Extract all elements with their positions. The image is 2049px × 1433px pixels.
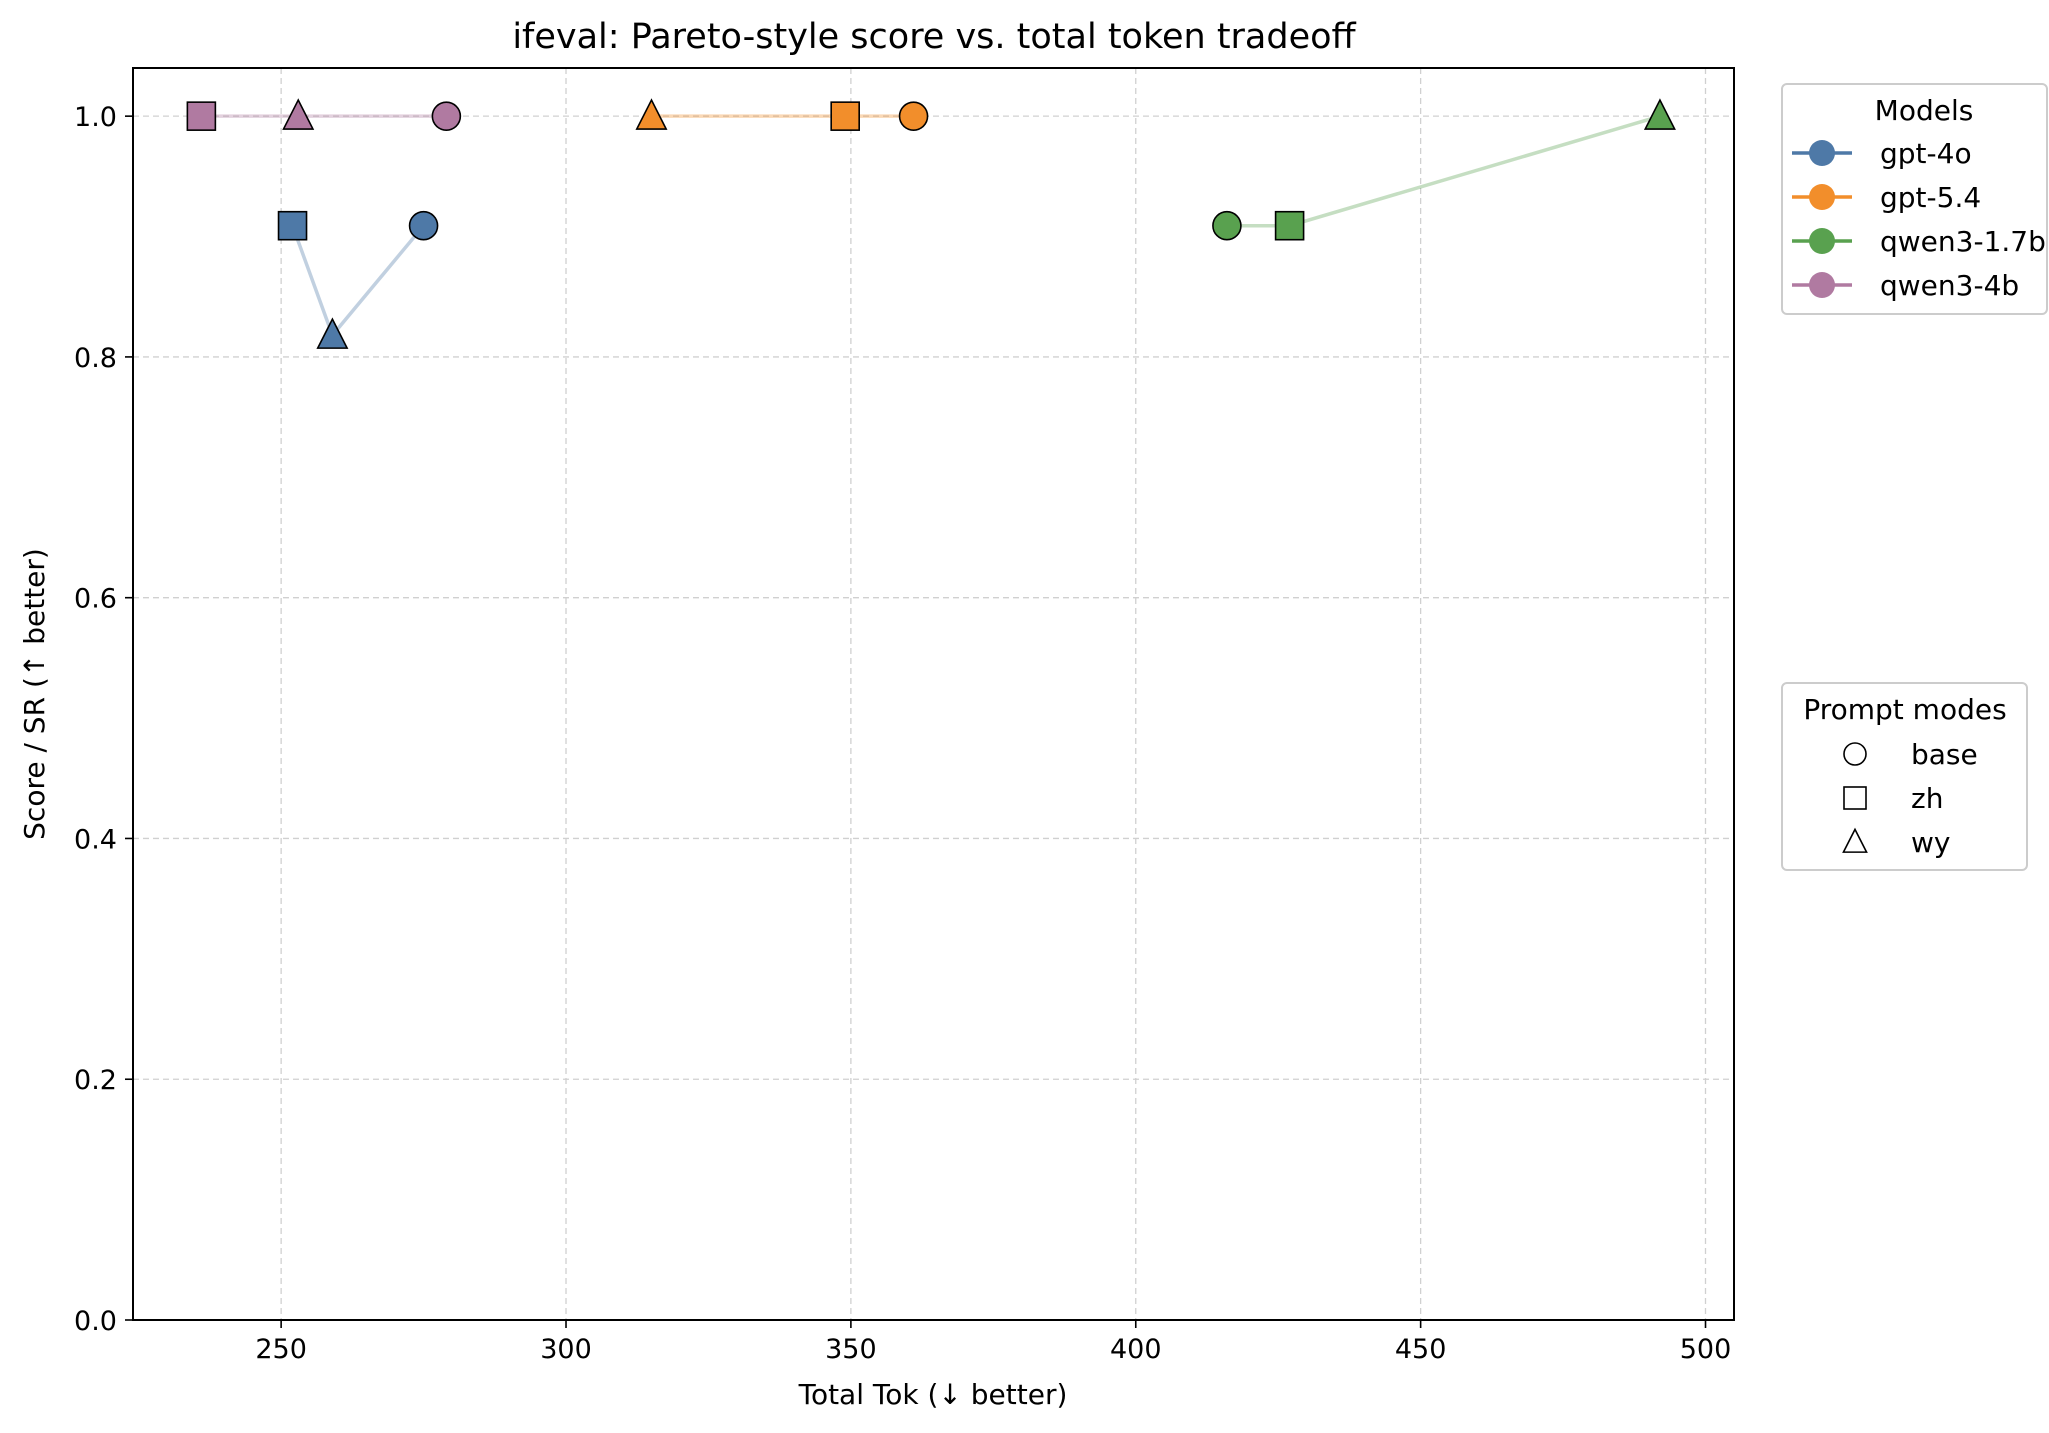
legend-label-wy: wy	[1911, 826, 1950, 859]
x-axis-label: Total Tok (↓ better)	[798, 1378, 1068, 1411]
point-qwen3-4b-base	[431, 101, 462, 131]
x-tick-label: 300	[540, 1334, 592, 1365]
point-qwen3-4b-zh	[186, 101, 217, 131]
chart-title: ifeval: Pareto-style score vs. total tok…	[512, 17, 1356, 57]
legend-models-title: Models	[1875, 94, 1974, 127]
x-tick-label: 500	[1680, 1334, 1732, 1365]
grid-lines	[133, 68, 1734, 1321]
y-tick-label: 0.4	[74, 824, 117, 855]
point-gpt-5.4-base	[898, 101, 929, 131]
legend-label-zh: zh	[1911, 782, 1943, 815]
point-gpt-4o-wy	[316, 317, 349, 349]
legend-label-qwen3-4b: qwen3-4b	[1880, 269, 2019, 302]
legend-label-gpt-4o: gpt-4o	[1880, 137, 1972, 170]
point-gpt-5.4-zh	[830, 101, 860, 131]
plot-frame	[132, 67, 1735, 1321]
point-gpt-5.4-wy	[635, 98, 668, 130]
y-tick-label: 0.2	[74, 1065, 117, 1096]
series-markers	[186, 98, 1676, 349]
legend-marker-wy	[1842, 827, 1868, 853]
point-qwen3-4b-wy	[282, 98, 315, 130]
x-tick-label: 350	[825, 1334, 877, 1365]
legend-label-base: base	[1911, 738, 1978, 771]
legend-marker-qwen3-4b	[1809, 272, 1835, 298]
legend-models: Models gpt-4o gpt-5.4 qwen3-1.7b qwen3-4b	[1781, 83, 2048, 315]
legend-marker-gpt-5.4	[1809, 184, 1835, 210]
legend-models-box	[1781, 83, 2048, 315]
legend-label-gpt-5.4: gpt-5.4	[1880, 181, 1981, 214]
point-qwen3-1.7b-wy	[1643, 98, 1676, 130]
y-axis-label: Score / SR (↑ better)	[18, 548, 51, 840]
point-qwen3-1.7b-zh	[1274, 210, 1305, 241]
legend-modes-box	[1781, 682, 2028, 871]
x-tick-label: 250	[255, 1334, 307, 1365]
y-tick-label: 0.8	[74, 343, 117, 374]
legend-modes: Prompt modes base zh wy	[1781, 682, 2028, 871]
x-axis: 250 300 350 400 450 500	[255, 1320, 1731, 1365]
point-gpt-4o-zh	[277, 210, 308, 241]
legend-marker-qwen3-1.7b	[1809, 228, 1835, 254]
legend-marker-gpt-4o	[1809, 140, 1835, 166]
y-tick-label: 0.6	[74, 584, 117, 615]
legend-models-entries: gpt-4o gpt-5.4 qwen3-1.7b qwen3-4b	[1792, 137, 2046, 302]
legend-marker-zh	[1843, 786, 1867, 810]
x-tick-label: 450	[1395, 1334, 1447, 1365]
y-axis: 0.0 0.2 0.4 0.6 0.8 1.0	[74, 102, 133, 1337]
legend-modes-entries: base zh wy	[1842, 738, 1978, 859]
legend-modes-title: Prompt modes	[1803, 693, 2006, 726]
x-tick-label: 400	[1110, 1334, 1162, 1365]
point-qwen3-1.7b-base	[1212, 210, 1242, 241]
series-line-qwen3-1.7b	[1226, 114, 1661, 228]
series-line-gpt-4o	[290, 224, 425, 339]
legend-marker-base	[1843, 742, 1867, 766]
point-gpt-4o-base	[408, 210, 439, 241]
y-tick-label: 0.0	[74, 1306, 117, 1337]
y-tick-label: 1.0	[74, 102, 117, 133]
legend-label-qwen3-1.7b: qwen3-1.7b	[1880, 225, 2046, 258]
